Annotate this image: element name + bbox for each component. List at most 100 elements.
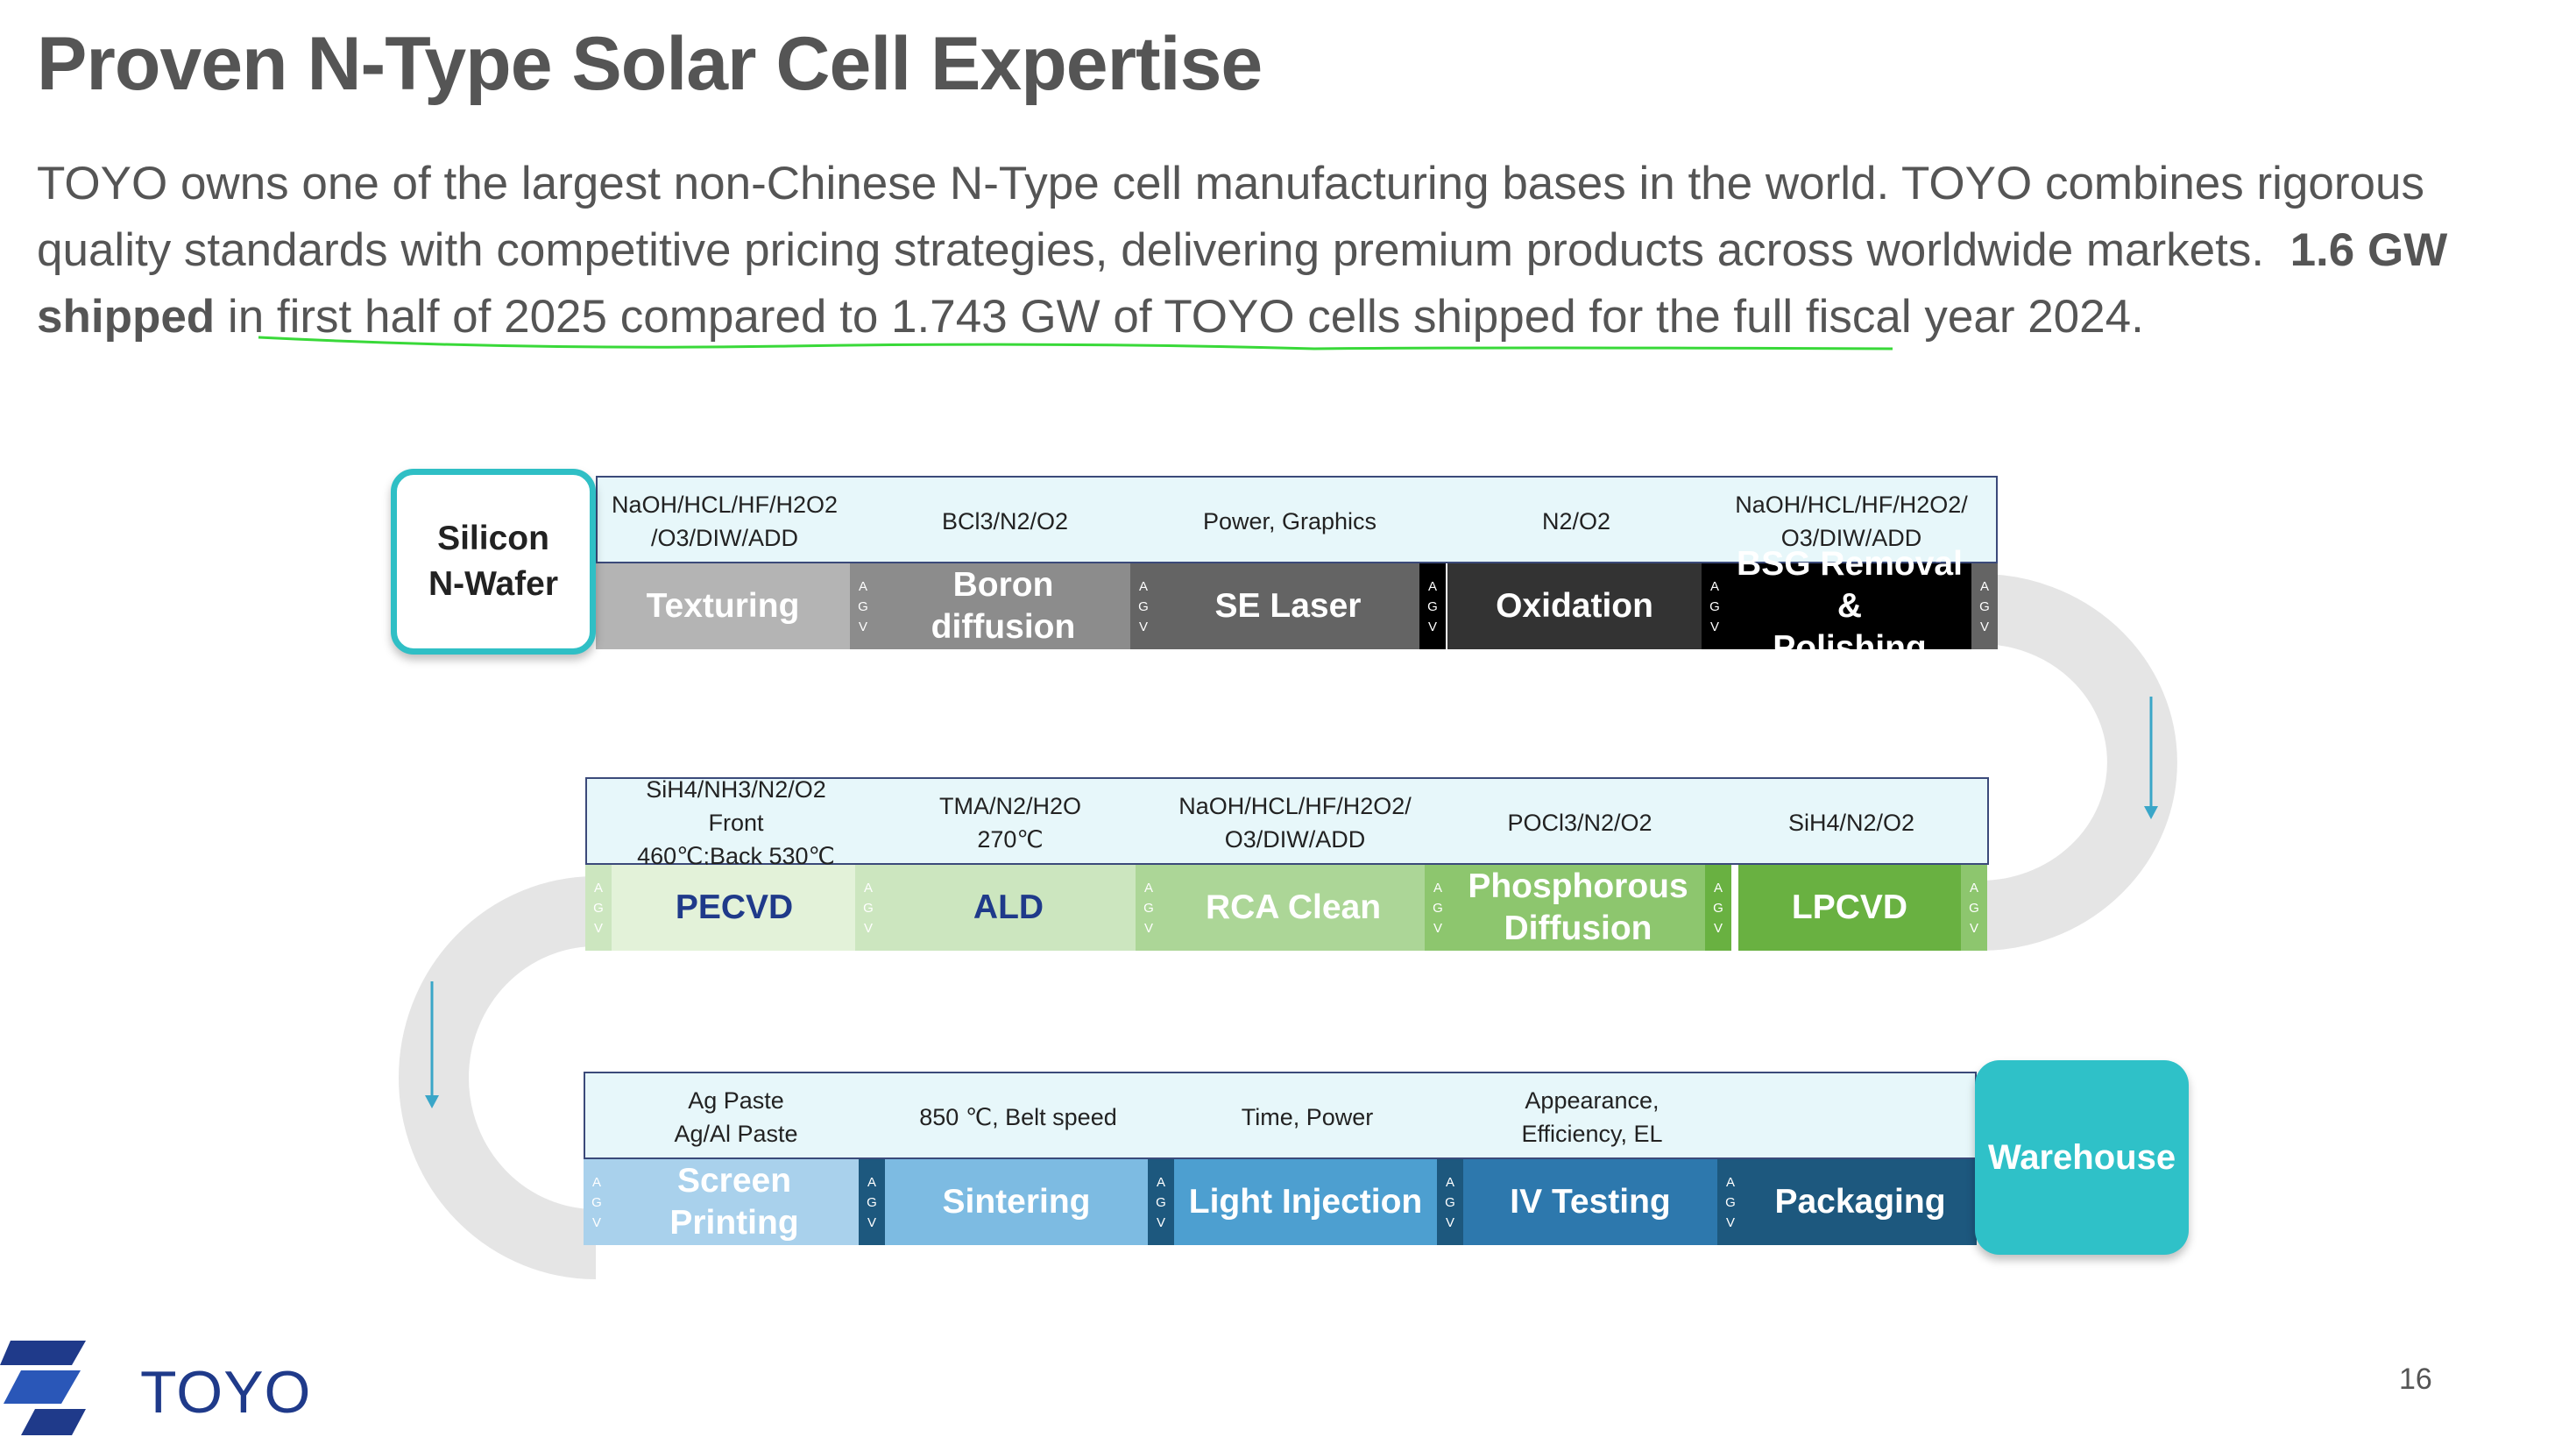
agv-letter: A — [1138, 578, 1148, 594]
parameter-line-1: 850 ℃, Belt speed — [919, 1104, 1117, 1130]
page-title: Proven N-Type Solar Cell Expertise — [37, 22, 1263, 106]
agv-letter: A — [1713, 880, 1723, 895]
parameter-line-2: Ag/Al Paste — [674, 1121, 798, 1147]
silicon-n-wafer-node: Silicon N-Wafer — [391, 469, 596, 655]
process-parameter: N2/O2 — [1449, 478, 1703, 565]
agv-letter: G — [593, 900, 604, 916]
process-step: ALD — [881, 865, 1136, 951]
agv-letter: V — [1433, 920, 1442, 936]
process-parameter: NaOH/HCL/HF/H2O2/O3/DIW/ADD — [598, 478, 852, 565]
agv-letter: V — [1725, 1214, 1735, 1230]
agv-letter: V — [1445, 1214, 1454, 1230]
process-parameter: POCl3/N2/O2 — [1453, 779, 1707, 867]
agv-letter: G — [1433, 900, 1443, 916]
process-step: Boron diffusion — [876, 563, 1130, 649]
process-step: Light Injection — [1174, 1159, 1437, 1245]
agv-letter: V — [1969, 920, 1978, 936]
agv-letter: V — [1143, 920, 1153, 936]
description-paragraph: TOYO owns one of the largest non-Chinese… — [37, 151, 2543, 350]
process-row-1: NaOH/HCL/HF/H2O2/O3/DIW/ADD BCl3/N2/O2 Pow… — [596, 476, 1998, 667]
highlight-underline — [258, 336, 1893, 350]
arrow-right-head — [2144, 806, 2158, 819]
process-parameter — [1745, 1073, 1978, 1161]
agv-letter: A — [1433, 880, 1442, 895]
agv-letter: G — [1143, 900, 1154, 916]
agv-letter: G — [1427, 598, 1438, 614]
parameter-line-1: Appearance, — [1525, 1087, 1660, 1114]
process-steps-band: PECVD ALD RCA Clean Phosphorous Diffusion LPC… — [585, 865, 1989, 951]
parameter-line-1: NaOH/HCL/HF/H2O2/ — [1178, 793, 1412, 819]
process-step: BSG Removal & Polishing — [1728, 545, 1971, 667]
page-number: 16 — [2399, 1363, 2432, 1396]
process-step: Packaging — [1744, 1159, 1977, 1245]
agv-letter: G — [1713, 900, 1723, 916]
agv-letter: G — [867, 1194, 877, 1210]
warehouse-node: Warehouse — [1975, 1060, 2189, 1255]
process-step: Texturing — [596, 563, 850, 649]
process-parameter: Appearance, Efficiency, EL — [1465, 1073, 1719, 1161]
parameter-line-1: POCl3/N2/O2 — [1507, 810, 1652, 836]
parameter-line-1: Time, Power — [1241, 1104, 1374, 1130]
process-parameter: NaOH/HCL/HF/H2O2/O3/DIW/ADD — [1164, 779, 1426, 867]
parameter-line-1: NaOH/HCL/HF/H2O2 — [611, 492, 839, 518]
process-parameter: Ag Paste Ag/Al Paste — [612, 1073, 860, 1161]
process-step: Screen Printing — [610, 1159, 859, 1245]
parameter-line-2: O3/DIW/ADD — [1224, 826, 1366, 853]
agv-letter: A — [593, 880, 603, 895]
agv-letter: A — [863, 880, 873, 895]
track-curve-right — [1979, 574, 2177, 951]
process-parameter: BCl3/N2/O2 — [878, 478, 1132, 565]
parameter-line-1: NaOH/HCL/HF/H2O2/ — [1735, 492, 1968, 518]
step-label-line-1: Texturing — [646, 587, 800, 625]
parameter-line-2: 270℃ — [977, 826, 1044, 853]
agv-letter: V — [1156, 1214, 1165, 1230]
parameter-line-1: SiH4/NH3/N2/O2 Front — [646, 776, 826, 836]
agv-letter: V — [867, 1214, 876, 1230]
step-label-line-2: diffusion — [931, 608, 1076, 646]
agv-letter: A — [591, 1174, 601, 1190]
parameter-line-2: /O3/DIW/ADD — [650, 525, 798, 551]
step-label-line-1: Sintering — [942, 1183, 1091, 1221]
step-label-line-1: Boron — [952, 566, 1054, 604]
process-parameter: NaOH/HCL/HF/H2O2/O3/DIW/ADD — [1730, 478, 1973, 565]
parameter-line-1: N2/O2 — [1541, 508, 1611, 534]
agv-letter: G — [858, 598, 868, 614]
step-label-line-1: Oxidation — [1496, 587, 1653, 625]
silicon-label: Silicon — [437, 520, 549, 557]
process-parameter: SiH4/N2/O2 — [1740, 779, 1963, 867]
step-label-line-2: Diffusion — [1504, 910, 1652, 947]
agv-letter: V — [593, 920, 603, 936]
agv-letter: V — [591, 1214, 601, 1230]
process-parameters-band: NaOH/HCL/HF/H2O2/O3/DIW/ADD BCl3/N2/O2 Pow… — [596, 476, 1998, 563]
step-label-line-1: BSG Removal & — [1737, 545, 1963, 625]
agv-letter: V — [858, 619, 867, 634]
step-label-line-1: IV Testing — [1510, 1183, 1671, 1221]
step-label-line-1: LPCVD — [1791, 888, 1908, 926]
parameter-line-1: BCl3/N2/O2 — [941, 508, 1069, 534]
agv-letter: V — [1427, 619, 1437, 634]
process-steps-band: Texturing Boron diffusion SE Laser Oxidation… — [596, 545, 1998, 667]
process-row-3: Ag Paste Ag/Al Paste 850 ℃, Belt speed Time… — [584, 1072, 1977, 1245]
agv-letter: G — [1969, 900, 1979, 916]
step-label-line-2: Printing — [669, 1204, 799, 1242]
agv-letter: V — [863, 920, 873, 936]
process-parameters-band: SiH4/NH3/N2/O2 Front 460℃;Back 530℃ TMA/N2… — [585, 776, 1989, 869]
process-step: IV Testing — [1463, 1159, 1717, 1245]
agv-letter: A — [1979, 578, 1989, 594]
step-label-line-1: SE Laser — [1214, 587, 1362, 625]
toyo-logo-text: TOYO — [140, 1359, 312, 1426]
process-step: LPCVD — [1738, 865, 1961, 951]
process-parameters-band: Ag Paste Ag/Al Paste 850 ℃, Belt speed Time… — [584, 1072, 1977, 1159]
step-label-line-1: ALD — [973, 888, 1044, 926]
description-text-2: in first half of 2025 compared to 1.743 … — [227, 291, 2144, 343]
